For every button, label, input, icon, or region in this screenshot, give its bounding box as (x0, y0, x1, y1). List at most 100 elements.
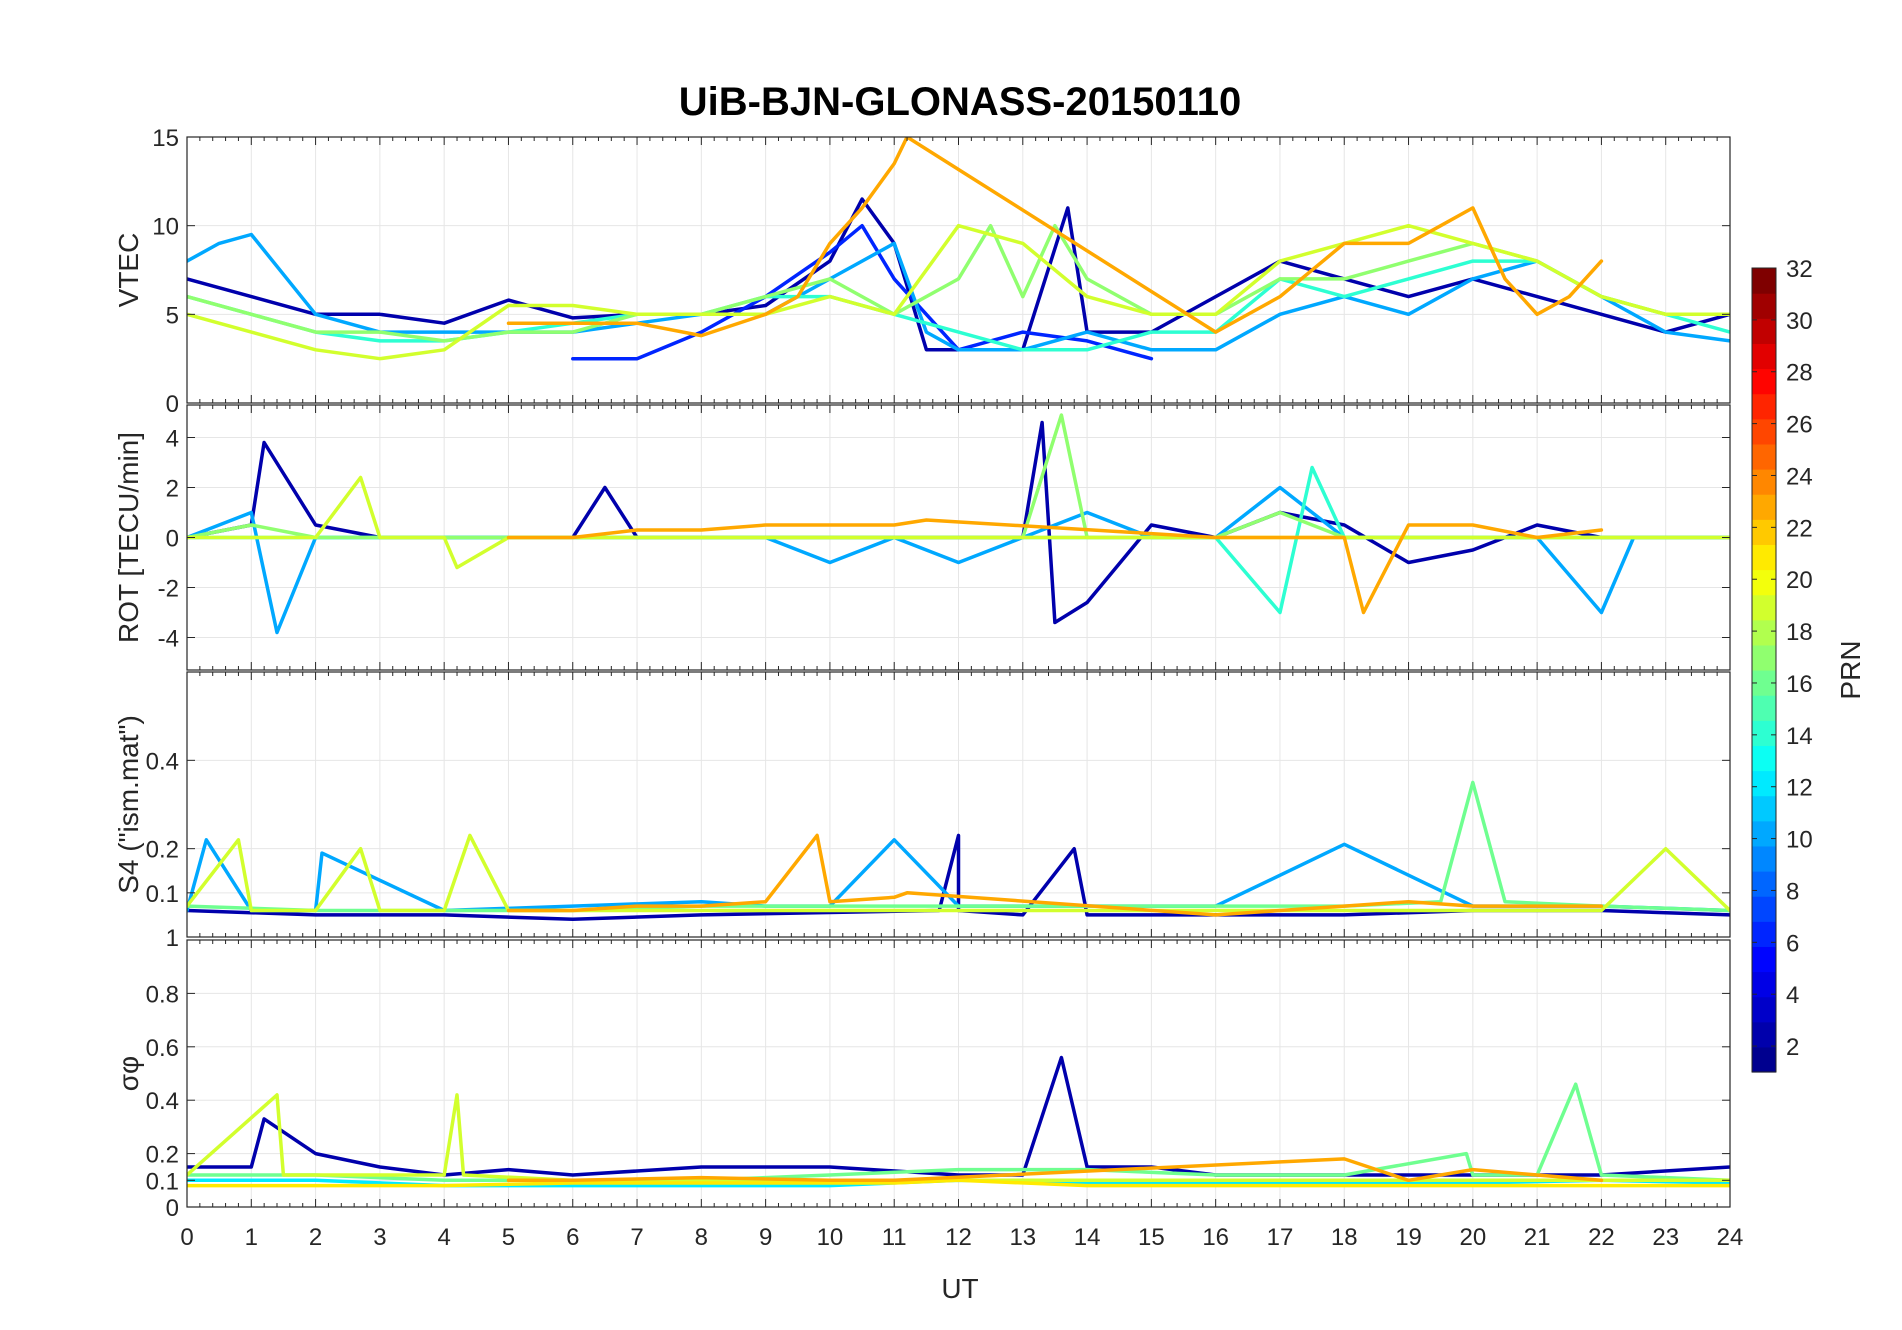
x-tick-label: 11 (882, 1224, 907, 1251)
colorbar-tick-label: 6 (1786, 930, 1799, 957)
x-tick-label: 16 (1202, 1224, 1229, 1251)
x-tick-label: 18 (1331, 1224, 1358, 1251)
colorbar-swatch (1752, 820, 1776, 847)
x-tick-label: 13 (1009, 1224, 1036, 1251)
series-group (187, 1055, 1730, 1188)
colorbar-tick-label: 10 (1786, 827, 1813, 854)
y-tick-label: 0.6 (146, 1035, 179, 1062)
series-prn-19 (187, 833, 1730, 913)
colorbar-swatch (1752, 845, 1776, 872)
colorbar-swatch (1752, 318, 1776, 344)
colorbar-tick-label: 16 (1786, 671, 1813, 698)
series-prn-17 (187, 223, 1730, 343)
y-tick-label: -2 (158, 576, 179, 603)
y-tick-label: 1 (166, 925, 179, 952)
x-tick-label: 1 (245, 1224, 258, 1251)
colorbar-swatch (1752, 494, 1776, 520)
y-axis-label-rot: ROT [TECU/min] (113, 432, 144, 643)
colorbar-tick-label: 20 (1786, 567, 1813, 594)
colorbar-swatch (1752, 745, 1776, 772)
colorbar-tick-label: 14 (1786, 723, 1813, 750)
y-tick-label: 15 (152, 125, 179, 152)
x-tick-label: 7 (630, 1224, 643, 1251)
y-tick-label: 0.2 (146, 837, 179, 864)
x-tick-label: 4 (437, 1224, 450, 1251)
x-tick-label: 8 (695, 1224, 708, 1251)
colorbar-swatch (1752, 268, 1776, 294)
series-group (187, 413, 1730, 635)
colorbar-swatch (1752, 594, 1776, 621)
colorbar-swatch (1752, 896, 1776, 922)
x-tick-label: 10 (817, 1224, 844, 1251)
colorbar-swatch (1752, 871, 1776, 897)
x-tick-label: 3 (373, 1224, 386, 1251)
panel-s4: 1 0.1 0.2 0.4S4 ("ism.mat") (113, 671, 1731, 952)
colorbar-tick-label: 30 (1786, 308, 1813, 335)
colorbar-swatch (1752, 469, 1776, 495)
colorbar-swatch (1752, 996, 1776, 1023)
y-tick-label: 5 (166, 302, 179, 329)
y-tick-label: 0.1 (146, 1168, 179, 1195)
y-tick-label: 0.2 (146, 1142, 179, 1169)
series-group (187, 137, 1730, 361)
colorbar-swatch (1752, 619, 1776, 646)
colorbar-swatch (1752, 519, 1776, 545)
x-tick-label: 5 (502, 1224, 515, 1251)
y-tick-label: 10 (152, 214, 179, 241)
x-tick-label: 12 (945, 1224, 972, 1251)
colorbar-tick-label: 24 (1786, 463, 1813, 490)
x-tick-label: 20 (1459, 1224, 1486, 1251)
colorbar-tick-label: 26 (1786, 412, 1813, 439)
colorbar-tick-label: 8 (1786, 878, 1799, 905)
series-prn-19 (187, 1093, 1730, 1183)
y-tick-label: 0.8 (146, 981, 179, 1008)
y-axis-label-s4: S4 ("ism.mat") (113, 715, 144, 894)
colorbar-swatch (1752, 644, 1776, 671)
colorbar-swatch (1752, 293, 1776, 319)
series-prn-23 (506, 518, 1604, 615)
x-tick-label: 23 (1652, 1224, 1679, 1251)
colorbar-tick-label: 12 (1786, 775, 1813, 802)
series-prn-19 (187, 223, 1730, 361)
colorbar-tick-label: 22 (1786, 515, 1813, 542)
series-group (187, 780, 1730, 922)
y-tick-label: -4 (158, 626, 179, 653)
colorbar-swatch (1752, 795, 1776, 822)
x-tick-label: 17 (1267, 1224, 1294, 1251)
y-tick-label: 2 (166, 476, 179, 503)
y-tick-label: 0.4 (146, 748, 179, 775)
colorbar-swatch (1752, 946, 1776, 973)
x-tick-label: 21 (1524, 1224, 1551, 1251)
y-axis-label-sigma: σφ (113, 1056, 144, 1091)
x-tick-label: 14 (1074, 1224, 1101, 1251)
series-prn-2 (187, 833, 1730, 922)
x-axis-label: UT (941, 1273, 978, 1304)
panel-sigma: 00.10.2 0.4 0.6 0.8 σφ (113, 939, 1731, 1222)
x-tick-label: 15 (1138, 1224, 1165, 1251)
colorbar-swatch (1752, 1046, 1776, 1073)
panel-rot: -4 -2 0 2 4 ROT [TECU/min] (113, 404, 1731, 671)
series-prn-23 (506, 833, 1604, 917)
series-prn-6 (571, 223, 1154, 361)
series-prn-10 (187, 232, 1730, 352)
colorbar-swatch (1752, 770, 1776, 797)
colorbar-swatch (1752, 971, 1776, 998)
colorbar-swatch (1752, 368, 1776, 395)
colorbar-swatch (1752, 569, 1776, 596)
y-tick-label: 0 (166, 391, 179, 418)
chart-title: UiB-BJN-GLONASS-20150110 (679, 80, 1241, 124)
y-tick-label: 0 (166, 1195, 179, 1222)
colorbar-swatch (1752, 418, 1776, 445)
colorbar-frame (1751, 267, 1777, 1073)
y-axis-label-vtec: VTEC (113, 233, 144, 308)
series-prn-2 (187, 197, 1730, 352)
x-tick-labels: 0 1 2 3 4 5 6 7 8 9 10 11 12 13 14 15 16 17 18 19 20 21 22 23 24 (180, 1224, 1743, 1251)
colorbar-tick-label: 2 (1786, 1034, 1799, 1061)
colorbar-tick-label: 18 (1786, 619, 1813, 646)
colorbar-tick-label: 32 (1786, 256, 1813, 283)
colorbar-tick-label: 28 (1786, 360, 1813, 387)
colorbar-swatch (1752, 393, 1776, 420)
